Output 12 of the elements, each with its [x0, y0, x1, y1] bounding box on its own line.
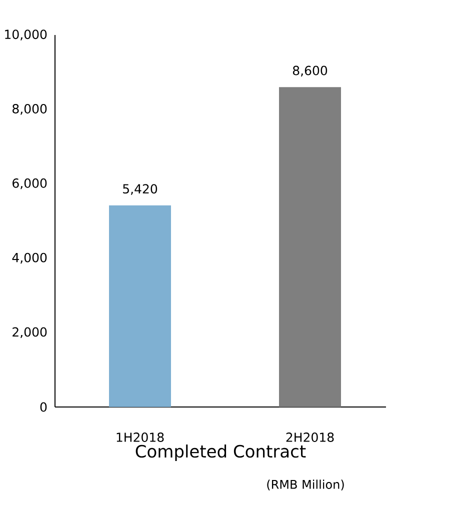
text: (RMB Million) [267, 480, 344, 490]
y-tick-label: 10,000 [5, 30, 47, 40]
x-tick-label: 1H2018 [116, 432, 164, 442]
x-tick-label: 2H2018 [286, 432, 334, 442]
data-label: 5,420 [123, 184, 158, 195]
data-label: 8,600 [292, 66, 328, 77]
y-tick-label: 2,000 [12, 327, 47, 338]
y-tick-label: 6,000 [12, 178, 47, 190]
y-tick-label: 8,000 [12, 104, 47, 115]
x-axis-title: Completed Contract [136, 444, 306, 461]
y-tick-label: 4,000 [12, 252, 47, 264]
y-tick-label: 0 [40, 402, 47, 412]
